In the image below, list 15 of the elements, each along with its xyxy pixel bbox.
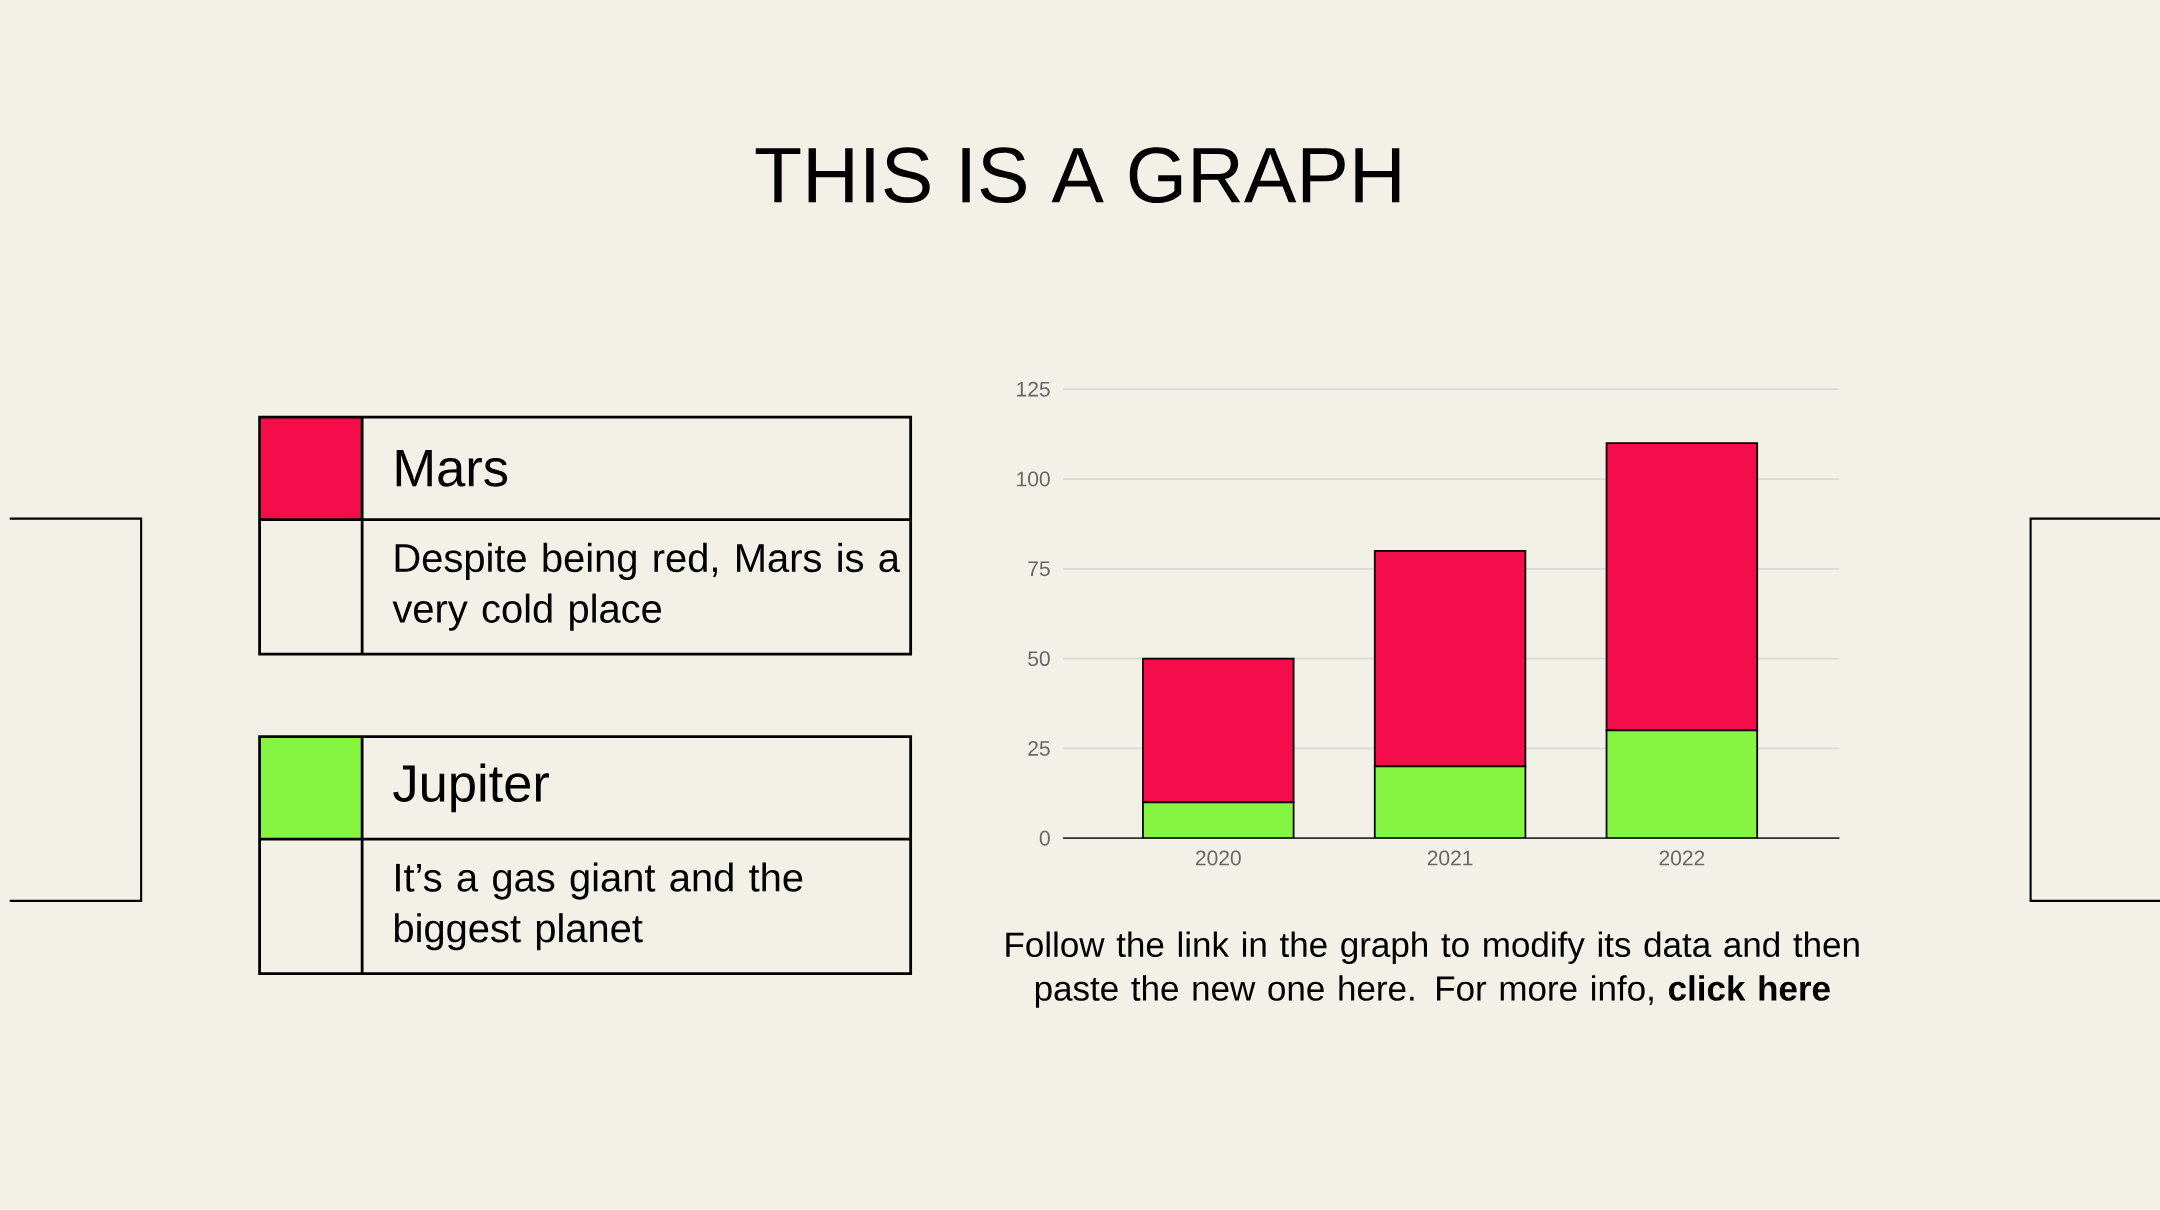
y-tick-label: 0 xyxy=(1039,831,1050,846)
text: Follow the link in the graph to modify its data and then paste the new one here. For more info, click here xyxy=(1006,931,1859,1009)
y-tick-label: 25 xyxy=(1028,741,1050,757)
text: It’s a gas giant and the biggest planet xyxy=(394,862,803,951)
text: Despite being red, Mars is a very cold place xyxy=(392,543,900,632)
y-tick-label: 125 xyxy=(1017,382,1050,397)
x-tick-label: 2022 xyxy=(1659,850,1705,866)
x-tick-label: 2021 xyxy=(1427,850,1473,866)
chart-title: THIS IS A GRAPH xyxy=(755,147,1400,204)
legend-label: Jupiter xyxy=(393,763,550,813)
y-tick-label: 100 xyxy=(1017,471,1050,487)
y-tick-label: 50 xyxy=(1028,651,1050,667)
legend-label: Mars xyxy=(396,450,508,487)
y-tick-label: 75 xyxy=(1028,561,1050,577)
x-tick-label: 2020 xyxy=(1195,850,1241,866)
